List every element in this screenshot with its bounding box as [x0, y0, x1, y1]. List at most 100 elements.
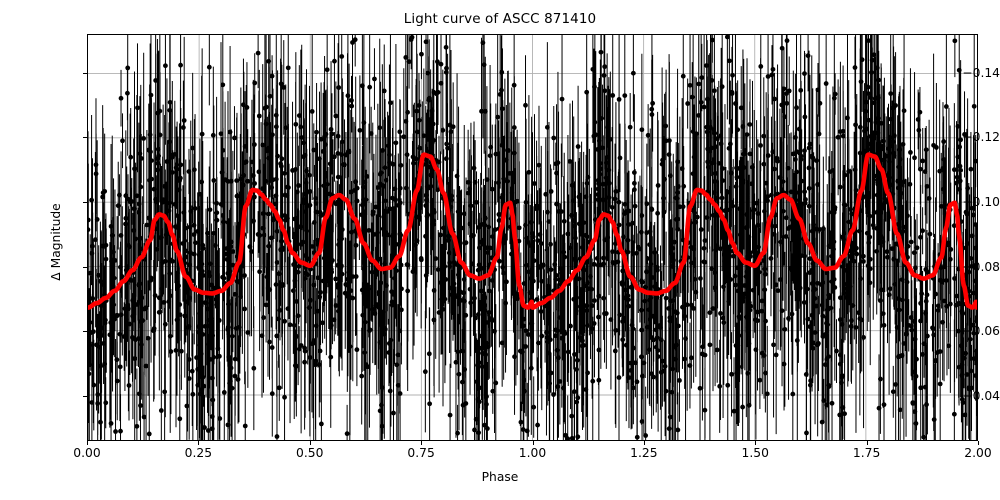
data-point [649, 275, 655, 280]
data-point [90, 329, 96, 335]
plot-canvas [88, 35, 977, 440]
data-point [370, 307, 376, 312]
data-point [729, 170, 734, 176]
data-point [228, 178, 234, 184]
data-point [88, 362, 92, 368]
data-point [324, 181, 330, 187]
data-point [88, 371, 92, 377]
data-point [598, 166, 604, 172]
data-point [523, 222, 528, 228]
data-point [291, 322, 297, 328]
data-point [267, 339, 272, 345]
data-point [112, 257, 118, 263]
data-point [737, 206, 742, 212]
data-point [753, 347, 759, 353]
data-point [590, 66, 596, 72]
data-point [88, 342, 92, 348]
data-point [553, 327, 559, 333]
data-point [438, 61, 444, 67]
data-point [446, 233, 451, 239]
data-point [841, 230, 847, 236]
data-point [435, 187, 441, 193]
data-point [662, 363, 668, 369]
data-point [707, 310, 713, 316]
data-point [631, 345, 636, 351]
data-point [574, 304, 579, 309]
data-point [581, 342, 587, 348]
data-point [561, 218, 567, 224]
data-point [269, 345, 275, 350]
data-point [876, 77, 882, 83]
data-point [449, 292, 455, 298]
data-point [484, 394, 489, 400]
data-point [414, 129, 420, 135]
data-point [681, 183, 687, 189]
data-point [325, 251, 331, 257]
data-point [423, 192, 429, 198]
data-point [968, 256, 974, 261]
data-point [155, 146, 161, 152]
data-point [387, 152, 392, 158]
data-point [484, 320, 490, 325]
data-point [962, 412, 968, 418]
data-point [905, 254, 910, 260]
data-point [503, 157, 509, 163]
data-point [727, 244, 733, 250]
data-point [474, 199, 479, 205]
data-point [178, 162, 184, 168]
data-point [838, 295, 843, 301]
data-point [156, 295, 162, 301]
data-point [961, 355, 967, 361]
data-point [933, 291, 938, 297]
data-point [548, 267, 554, 273]
data-point [518, 419, 524, 425]
data-point [938, 203, 944, 209]
data-point [764, 391, 770, 397]
data-point [603, 311, 609, 316]
data-point [295, 269, 301, 275]
data-point [655, 354, 661, 359]
data-point [286, 185, 291, 190]
data-point [131, 206, 137, 212]
data-point [353, 179, 359, 185]
data-point [807, 256, 813, 262]
data-point [224, 257, 230, 262]
data-point [725, 263, 731, 269]
data-point [728, 277, 734, 282]
data-point [820, 226, 826, 232]
data-point [748, 303, 754, 309]
data-point [96, 320, 102, 326]
data-point [765, 153, 771, 158]
data-point [220, 274, 225, 280]
data-point [675, 226, 680, 232]
data-point [354, 185, 360, 191]
data-point [147, 216, 153, 221]
data-point [269, 391, 275, 397]
data-point [344, 431, 350, 437]
data-point [134, 302, 140, 307]
data-point [266, 243, 272, 249]
data-point [264, 274, 270, 280]
data-point [190, 145, 196, 151]
data-point [693, 289, 699, 295]
data-point [655, 267, 660, 273]
data-point [88, 227, 91, 233]
data-point [431, 221, 437, 227]
data-point [209, 426, 215, 432]
data-point [301, 140, 307, 146]
data-point [211, 230, 217, 236]
data-point [260, 211, 266, 216]
data-point [963, 351, 969, 356]
data-point [255, 50, 261, 56]
data-point [762, 370, 768, 376]
data-point [667, 414, 673, 420]
data-point [523, 328, 529, 334]
data-point [923, 310, 928, 316]
data-point [649, 206, 655, 212]
data-point [842, 411, 847, 417]
data-point [891, 150, 896, 156]
data-point [851, 258, 857, 264]
data-point [194, 355, 199, 360]
data-point [740, 124, 746, 129]
data-point [718, 141, 724, 147]
